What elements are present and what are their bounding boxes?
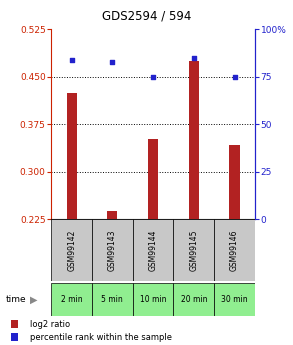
Text: 2 min: 2 min — [61, 295, 82, 304]
Point — [69, 57, 74, 62]
Bar — [92, 283, 133, 316]
Point — [192, 55, 196, 61]
Text: time: time — [6, 295, 26, 304]
Text: GSM99146: GSM99146 — [230, 229, 239, 271]
Text: ▶: ▶ — [30, 294, 38, 304]
Bar — [133, 283, 173, 316]
Bar — [214, 219, 255, 281]
Text: 30 min: 30 min — [221, 295, 248, 304]
Bar — [51, 283, 92, 316]
Text: 10 min: 10 min — [140, 295, 166, 304]
Bar — [92, 219, 133, 281]
Bar — [107, 211, 117, 219]
Text: GSM99145: GSM99145 — [189, 229, 198, 271]
Bar — [189, 61, 199, 219]
Bar — [11, 333, 18, 341]
Bar — [148, 139, 158, 219]
Bar — [11, 320, 18, 328]
Bar — [214, 283, 255, 316]
Text: GDS2594 / 594: GDS2594 / 594 — [102, 9, 191, 22]
Bar — [229, 145, 240, 219]
Text: GSM99143: GSM99143 — [108, 229, 117, 271]
Text: 20 min: 20 min — [180, 295, 207, 304]
Bar — [133, 219, 173, 281]
Text: GSM99142: GSM99142 — [67, 229, 76, 271]
Point — [110, 59, 115, 64]
Text: percentile rank within the sample: percentile rank within the sample — [30, 333, 172, 342]
Point — [232, 74, 237, 79]
Bar — [67, 92, 77, 219]
Bar — [173, 219, 214, 281]
Bar — [51, 219, 92, 281]
Text: 5 min: 5 min — [101, 295, 123, 304]
Point — [151, 74, 155, 79]
Bar — [173, 283, 214, 316]
Text: GSM99144: GSM99144 — [149, 229, 158, 271]
Text: log2 ratio: log2 ratio — [30, 319, 70, 329]
